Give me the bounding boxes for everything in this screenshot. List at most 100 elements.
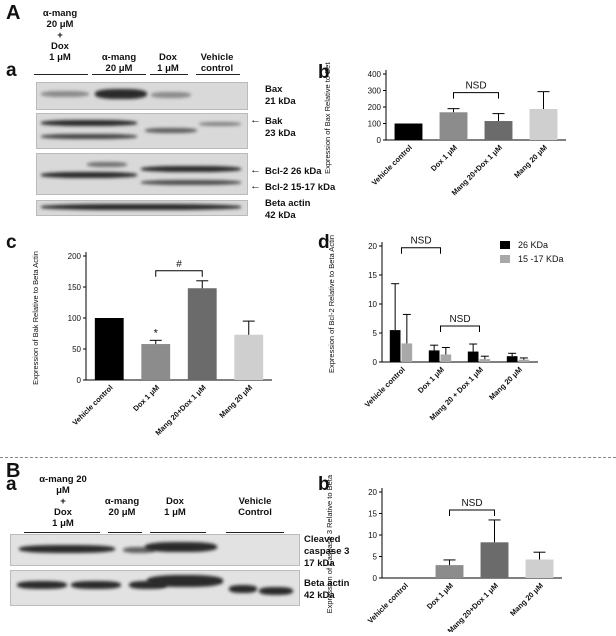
y-tick-label: 20 bbox=[368, 242, 377, 251]
blot-label-bax: Bax 21 kDa bbox=[265, 84, 296, 107]
lane-line bbox=[150, 532, 206, 533]
y-tick-label: 100 bbox=[368, 120, 382, 129]
lane-line bbox=[24, 532, 100, 533]
x-tick-label: Vehicle control bbox=[363, 365, 407, 409]
bar bbox=[94, 318, 124, 380]
y-tick-label: 15 bbox=[368, 510, 377, 519]
lane-label: α-mang 20 μM bbox=[101, 52, 137, 74]
y-tick-label: 0 bbox=[377, 136, 382, 145]
blot-label-beta-actin-A: Beta actin 42 kDa bbox=[265, 198, 311, 221]
x-tick-label: Mang 20 μM bbox=[512, 143, 549, 180]
y-tick-label: 20 bbox=[368, 488, 377, 497]
legend-swatch bbox=[500, 255, 510, 263]
y-tick-label: 0 bbox=[373, 574, 378, 583]
y-axis-label: Expression of Caspase 3 Relative to Beta… bbox=[325, 474, 334, 613]
lane-line bbox=[196, 74, 240, 75]
y-axis-label: Expression of Bak Relative to Beta Actin bbox=[31, 251, 40, 385]
bar bbox=[439, 112, 468, 140]
lane-label: α-mang 20 μM + Dox 1 μM bbox=[42, 8, 78, 63]
significance-bracket bbox=[440, 325, 480, 333]
bar bbox=[525, 559, 554, 578]
bar bbox=[440, 354, 452, 362]
legend-label: 26 KDa bbox=[518, 240, 548, 250]
lane-label: Vehicle control bbox=[200, 52, 234, 74]
lane-label: Dox 1 μM bbox=[164, 496, 186, 518]
blot-label-beta-actin-B: Beta actin 42 kDa bbox=[304, 578, 350, 601]
blot-label-bcl2-15: Bcl-2 15-17 kDa bbox=[265, 182, 336, 193]
x-tick-label: Mang 20+Dox 1 μM bbox=[446, 581, 500, 632]
bar bbox=[529, 108, 558, 140]
bar bbox=[479, 359, 491, 362]
blot-label-bak: Bak 23 kDa bbox=[265, 116, 296, 139]
bar bbox=[435, 565, 464, 578]
bar bbox=[467, 351, 479, 362]
y-tick-label: 15 bbox=[368, 271, 377, 280]
x-tick-label: Dox 1 μM bbox=[131, 383, 161, 413]
y-tick-label: 200 bbox=[368, 103, 382, 112]
bar bbox=[389, 330, 401, 362]
significance-bracket bbox=[401, 247, 441, 254]
panel-letter-Aa: a bbox=[6, 60, 17, 81]
lane-line bbox=[150, 74, 188, 75]
y-tick-label: 0 bbox=[77, 376, 82, 385]
bar bbox=[187, 288, 217, 380]
lane-label: Dox 1 μM bbox=[157, 52, 179, 74]
significance-bracket bbox=[155, 270, 203, 277]
blot-beta-actin-A bbox=[36, 200, 248, 216]
x-tick-label: Mang 20+Dox 1 μM bbox=[450, 143, 504, 197]
bar bbox=[141, 344, 171, 380]
legend-label: 15 -17 KDa bbox=[518, 254, 564, 264]
x-tick-label: Vehicle control bbox=[370, 143, 414, 187]
y-tick-label: 150 bbox=[68, 283, 82, 292]
lane-line bbox=[34, 74, 88, 75]
significance-label: NSD bbox=[465, 81, 486, 92]
lane-line bbox=[92, 74, 146, 75]
bar bbox=[234, 334, 264, 380]
chart-bak-expression: Expression of Bak Relative to Beta Actin… bbox=[31, 251, 272, 437]
blot-bax bbox=[36, 82, 248, 110]
significance-bracket bbox=[449, 509, 495, 516]
bar bbox=[484, 121, 513, 140]
chart-bcl2-expression: Expression of Bcl-2 Relative to Beta Act… bbox=[327, 235, 564, 422]
panel-letter-Ab: b bbox=[318, 62, 330, 83]
lane-label: α-mang 20 μM bbox=[104, 496, 140, 518]
bar bbox=[428, 350, 440, 362]
section-divider bbox=[0, 457, 616, 458]
chart-caspase3-expression: Expression of Caspase 3 Relative to Beta… bbox=[325, 474, 562, 632]
y-axis-label: Expression of Bax Relative to Beta Actin bbox=[323, 62, 332, 174]
significance-label: NSD bbox=[410, 236, 431, 247]
significance-label: NSD bbox=[461, 498, 482, 509]
significance-label: NSD bbox=[449, 314, 470, 325]
panel-letter-A: A bbox=[6, 2, 21, 24]
y-tick-label: 0 bbox=[373, 358, 378, 367]
y-tick-label: 10 bbox=[368, 531, 377, 540]
bar bbox=[401, 343, 413, 362]
y-axis-label: Expression of Bcl-2 Relative to Beta Act… bbox=[327, 235, 336, 373]
arrow-icon: ← bbox=[250, 114, 261, 126]
bar bbox=[394, 123, 423, 140]
arrow-icon: ← bbox=[250, 164, 261, 176]
arrow-icon: ← bbox=[250, 180, 261, 192]
significance-label: # bbox=[176, 259, 182, 270]
y-tick-label: 400 bbox=[368, 70, 382, 79]
chart-bax-expression: Expression of Bax Relative to Beta Actin… bbox=[323, 62, 566, 197]
legend-swatch bbox=[500, 241, 510, 249]
lane-label: Vehicle Control bbox=[238, 496, 272, 518]
x-tick-label: Mang 20 μM bbox=[217, 383, 254, 420]
blot-bak bbox=[36, 113, 248, 149]
panel-letter-B: B bbox=[6, 460, 21, 482]
lane-label: α-mang 20 μM + Dox 1 μM bbox=[39, 474, 87, 529]
x-tick-label: Dox 1 μM bbox=[429, 143, 459, 173]
y-tick-label: 10 bbox=[368, 300, 377, 309]
panel-letter-Ac: c bbox=[6, 232, 17, 253]
bar bbox=[480, 542, 509, 578]
x-tick-label: Vehicle control bbox=[71, 383, 115, 427]
bar bbox=[506, 356, 518, 362]
blot-beta-actin-B bbox=[10, 570, 300, 606]
bar bbox=[518, 359, 530, 362]
blot-label-bcl2-26: Bcl-2 26 kDa bbox=[265, 166, 322, 177]
y-tick-label: 5 bbox=[373, 553, 378, 562]
y-tick-label: 5 bbox=[373, 329, 378, 338]
x-tick-label: Mang 20+Dox 1 μM bbox=[153, 383, 207, 437]
panel-letter-Ba: a bbox=[6, 474, 17, 495]
